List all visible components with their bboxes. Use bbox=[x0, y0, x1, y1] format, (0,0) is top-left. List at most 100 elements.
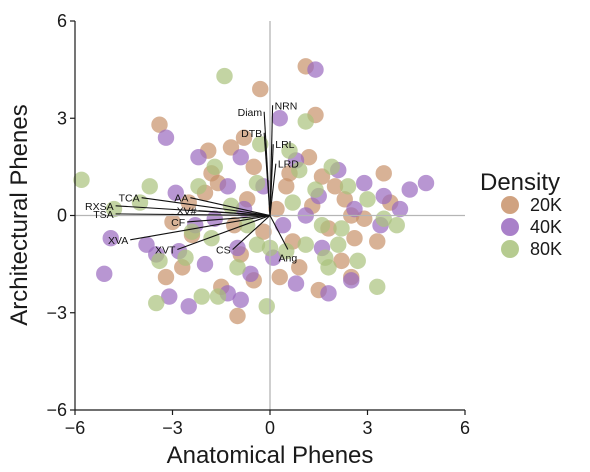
legend-title: Density bbox=[480, 169, 560, 196]
data-point bbox=[177, 249, 194, 266]
vector-label: LRL bbox=[275, 139, 294, 151]
axes: −6 −3 0 3 6 −6 −3 0 3 6 bbox=[46, 11, 470, 438]
x-tick-label: 3 bbox=[362, 418, 372, 438]
vector-label: CS bbox=[216, 245, 231, 257]
data-point bbox=[268, 200, 285, 218]
vector-label: TCA bbox=[119, 193, 140, 205]
x-tick-label: −6 bbox=[65, 418, 86, 438]
loading-vector bbox=[190, 197, 271, 217]
y-tick-label: 3 bbox=[57, 108, 67, 128]
data-point bbox=[343, 272, 360, 289]
points-layer bbox=[73, 58, 435, 325]
vector-label: Ang bbox=[279, 253, 298, 265]
data-point bbox=[330, 236, 347, 253]
legend-label: 80K bbox=[530, 239, 562, 259]
data-point bbox=[157, 268, 175, 286]
x-tick-label: 0 bbox=[265, 418, 275, 438]
data-point bbox=[229, 259, 246, 276]
data-point bbox=[180, 298, 197, 315]
data-point bbox=[369, 233, 386, 250]
data-point bbox=[239, 217, 256, 234]
x-tick-label: −3 bbox=[162, 418, 183, 438]
data-point bbox=[196, 255, 214, 273]
data-point bbox=[271, 268, 288, 286]
data-point bbox=[346, 200, 363, 218]
y-tick-label: −6 bbox=[46, 400, 67, 420]
data-point bbox=[183, 223, 201, 240]
loading-vector bbox=[269, 144, 274, 216]
data-point bbox=[388, 217, 405, 234]
data-point bbox=[164, 213, 181, 231]
loading-vector bbox=[263, 132, 271, 216]
data-point bbox=[190, 148, 207, 166]
data-point bbox=[375, 210, 392, 227]
data-point bbox=[258, 298, 275, 315]
data-point bbox=[151, 116, 168, 133]
vector-label: NRN bbox=[275, 100, 298, 112]
legend-label: 40K bbox=[530, 217, 562, 237]
vector-label: AA bbox=[174, 193, 188, 205]
loading-vector bbox=[187, 214, 271, 223]
data-point bbox=[346, 229, 363, 247]
legend-swatch bbox=[501, 196, 519, 214]
loading-vector bbox=[198, 210, 271, 217]
data-point bbox=[349, 252, 366, 270]
vector-label: TSA bbox=[93, 209, 113, 221]
vector-label: XV# bbox=[177, 206, 197, 218]
vector-label: LRD bbox=[278, 159, 299, 171]
data-point bbox=[203, 229, 220, 247]
data-point bbox=[96, 265, 113, 283]
data-point bbox=[219, 178, 236, 195]
data-point bbox=[375, 165, 392, 182]
data-point bbox=[323, 158, 340, 176]
x-axis-title: Anatomical Phenes bbox=[167, 442, 374, 469]
data-point bbox=[307, 61, 324, 78]
data-point bbox=[216, 67, 233, 85]
data-point bbox=[300, 148, 318, 166]
data-point bbox=[291, 259, 308, 276]
data-point bbox=[235, 129, 253, 146]
data-point bbox=[339, 178, 357, 195]
data-point bbox=[317, 249, 334, 266]
legend-swatch bbox=[501, 218, 519, 236]
data-point bbox=[375, 187, 392, 205]
loading-vector bbox=[177, 214, 271, 251]
data-point bbox=[281, 142, 298, 159]
loading-vector bbox=[232, 215, 271, 250]
data-point bbox=[190, 178, 207, 195]
vector-label: DTB bbox=[241, 128, 262, 140]
data-point bbox=[206, 158, 223, 176]
data-point bbox=[252, 80, 269, 98]
vector-label: XVA bbox=[108, 235, 128, 247]
data-point bbox=[148, 294, 165, 312]
data-point bbox=[278, 178, 295, 195]
data-point bbox=[291, 161, 308, 179]
data-point bbox=[369, 278, 386, 296]
data-point bbox=[297, 236, 314, 253]
loading-vector bbox=[269, 163, 277, 216]
data-point bbox=[391, 200, 409, 218]
y-tick-label: 0 bbox=[57, 206, 67, 226]
data-point bbox=[320, 285, 337, 302]
loading-vector bbox=[115, 213, 271, 217]
data-point bbox=[278, 242, 295, 260]
y-tick-label: 6 bbox=[57, 11, 67, 31]
legend-swatch bbox=[501, 240, 519, 258]
loading-vector bbox=[130, 214, 271, 241]
data-point bbox=[255, 223, 272, 240]
data-point bbox=[102, 229, 119, 247]
data-point bbox=[242, 265, 259, 283]
data-point bbox=[151, 252, 168, 270]
data-point bbox=[161, 288, 178, 305]
data-point bbox=[209, 288, 227, 305]
vector-label: XVT bbox=[155, 245, 176, 257]
data-point bbox=[232, 291, 249, 308]
loading-vector bbox=[141, 197, 271, 217]
data-point bbox=[307, 181, 324, 198]
data-point bbox=[271, 110, 288, 127]
data-point bbox=[193, 288, 210, 305]
data-point bbox=[157, 129, 175, 146]
